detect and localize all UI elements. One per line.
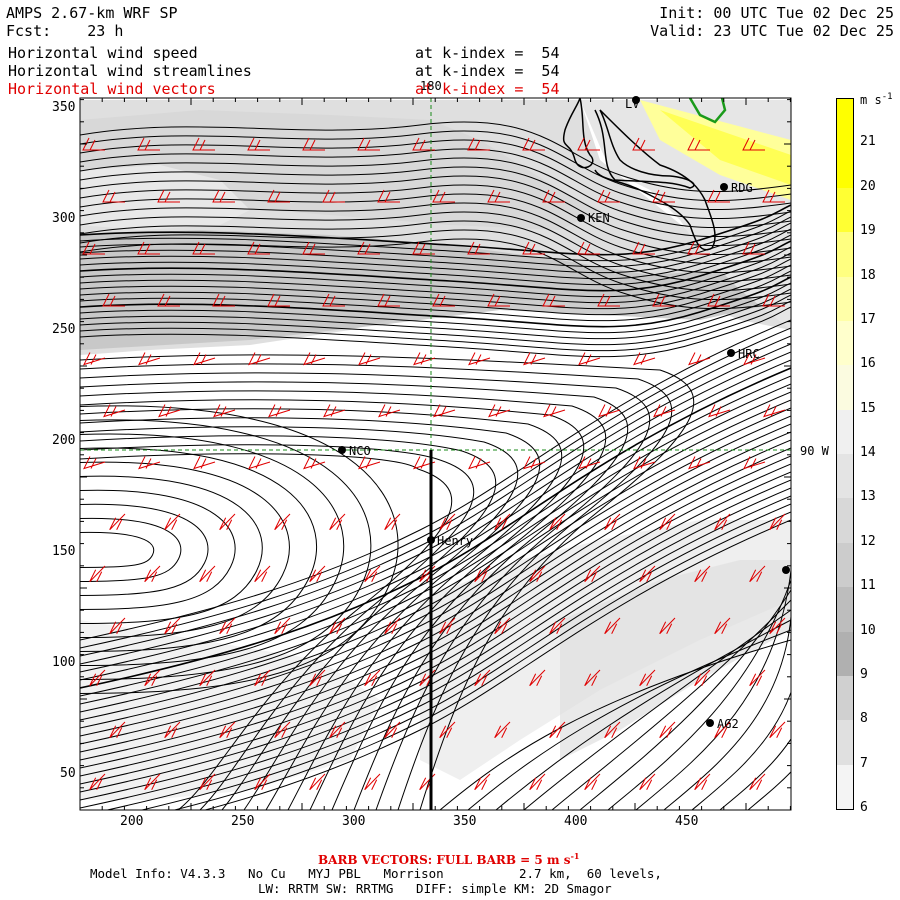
colorbar-swatch bbox=[837, 764, 853, 809]
colorbar-level-label: 13 bbox=[860, 489, 876, 505]
x-tick-250: 250 bbox=[231, 814, 255, 829]
station-label-hrc: HRC bbox=[738, 347, 760, 361]
physics-info: LW: RRTM SW: RRTMG DIFF: simple KM: 2D S… bbox=[258, 881, 612, 896]
forecast-label: Fcst: 23 h bbox=[6, 22, 123, 40]
colorbar-level-label: 18 bbox=[860, 267, 876, 283]
wind-barbs bbox=[82, 137, 786, 791]
colorbar-level-label: 7 bbox=[860, 755, 868, 771]
fcst-value: 23 h bbox=[87, 22, 124, 40]
valid-time: Valid: 23 UTC Tue 02 Dec 25 bbox=[650, 22, 894, 40]
station-label-henry: Henry bbox=[437, 534, 473, 548]
y-tick-150: 150 bbox=[52, 544, 76, 559]
y-tick-300: 300 bbox=[52, 211, 76, 226]
colorbar-level-label: 14 bbox=[860, 445, 876, 460]
station-dot-rdg bbox=[720, 183, 728, 191]
field-level-2: at k-index = 54 bbox=[415, 62, 560, 80]
colorbar-swatch bbox=[837, 720, 853, 765]
colorbar-swatch bbox=[837, 542, 853, 588]
colorbar-swatch bbox=[837, 631, 853, 676]
colorbar-swatch bbox=[837, 99, 853, 144]
station-label-ken: KEN bbox=[588, 211, 610, 225]
colorbar-swatch bbox=[837, 232, 853, 277]
y-tick-250: 250 bbox=[52, 322, 76, 337]
colorbar-swatch bbox=[837, 365, 853, 410]
colorbar-level-label: 12 bbox=[860, 533, 876, 549]
ice-edge bbox=[688, 98, 727, 124]
station-label-ag2: AG2 bbox=[717, 717, 739, 731]
station-dot-hrc bbox=[727, 349, 735, 357]
colorbar bbox=[836, 98, 854, 810]
colorbar-level-label: 15 bbox=[860, 400, 876, 416]
barb-note-text: BARB VECTORS: FULL BARB = 5 m s bbox=[318, 853, 571, 867]
colorbar-swatch bbox=[837, 320, 853, 366]
colorbar-swatch bbox=[837, 143, 853, 188]
colorbar-level-label: 19 bbox=[860, 223, 876, 239]
colorbar-level-label: 8 bbox=[860, 711, 868, 727]
colorbar-level-label: 6 bbox=[860, 800, 868, 815]
station-dot-henry bbox=[427, 536, 435, 544]
colorbar-swatch bbox=[837, 498, 853, 543]
colorbar-swatch bbox=[837, 187, 853, 233]
station-dot-nco bbox=[338, 446, 346, 454]
x-tick-200: 200 bbox=[120, 814, 144, 829]
x-tick-450: 450 bbox=[675, 814, 699, 829]
meridian-label: 180 bbox=[420, 79, 442, 93]
y-tick-50: 50 bbox=[60, 766, 76, 781]
station-dot-ag2 bbox=[706, 719, 714, 727]
fcst-label: Fcst: bbox=[6, 22, 52, 40]
init-time: Init: 00 UTC Tue 02 Dec 25 bbox=[659, 4, 894, 22]
y-tick-100: 100 bbox=[52, 655, 76, 670]
barb-note-exp: -1 bbox=[570, 851, 580, 861]
axis-ticks bbox=[79, 98, 791, 811]
colorbar-level-label: 16 bbox=[860, 356, 876, 372]
station-label-lv: LV bbox=[625, 97, 639, 111]
colorbar-unit-text: m s bbox=[860, 93, 882, 107]
x-tick-400: 400 bbox=[564, 814, 588, 829]
colorbar-swatch bbox=[837, 409, 853, 454]
colorbar-level-label: 11 bbox=[860, 578, 876, 594]
y-tick-200: 200 bbox=[52, 433, 76, 448]
model-info: Model Info: V4.3.3 No Cu MYJ PBL Morriso… bbox=[90, 866, 662, 881]
field-name-2: Horizontal wind streamlines bbox=[8, 62, 252, 80]
colorbar-level-label: 10 bbox=[860, 622, 876, 638]
field-name-1: Horizontal wind speed bbox=[8, 44, 198, 62]
station-label-nco: NCO bbox=[349, 444, 371, 458]
station-dot-ken bbox=[577, 214, 585, 222]
colorbar-swatch bbox=[837, 587, 853, 632]
field-level-1: at k-index = 54 bbox=[415, 44, 560, 62]
field-level-3: at k-index = 54 bbox=[415, 80, 560, 98]
colorbar-swatch bbox=[837, 276, 853, 321]
station-dot-unnamed bbox=[782, 566, 790, 574]
colorbar-level-label: 21 bbox=[860, 134, 876, 150]
colorbar-unit: m s-1 bbox=[860, 92, 893, 107]
colorbar-swatch bbox=[837, 675, 853, 721]
x-tick-350: 350 bbox=[453, 814, 477, 829]
colorbar-swatch bbox=[837, 454, 853, 499]
parallel-label: 90 W bbox=[800, 444, 830, 458]
barb-note: BARB VECTORS: FULL BARB = 5 m s-1 bbox=[318, 851, 579, 867]
colorbar-level-label: 9 bbox=[860, 666, 868, 682]
colorbar-level-label: 17 bbox=[860, 311, 876, 327]
station-label-rdg: RDG bbox=[731, 181, 753, 195]
streamlines bbox=[80, 121, 791, 810]
field-name-3: Horizontal wind vectors bbox=[8, 80, 216, 98]
colorbar-unit-exp: -1 bbox=[881, 92, 893, 102]
colorbar-level-label: 20 bbox=[860, 178, 876, 194]
stations: LV RDG KEN HRC NCO Henry AG2 bbox=[338, 96, 790, 731]
y-tick-350: 350 bbox=[52, 100, 76, 115]
x-tick-300: 300 bbox=[342, 814, 366, 829]
model-title: AMPS 2.67-km WRF SP bbox=[6, 4, 178, 22]
station-dot-lv bbox=[632, 96, 640, 104]
